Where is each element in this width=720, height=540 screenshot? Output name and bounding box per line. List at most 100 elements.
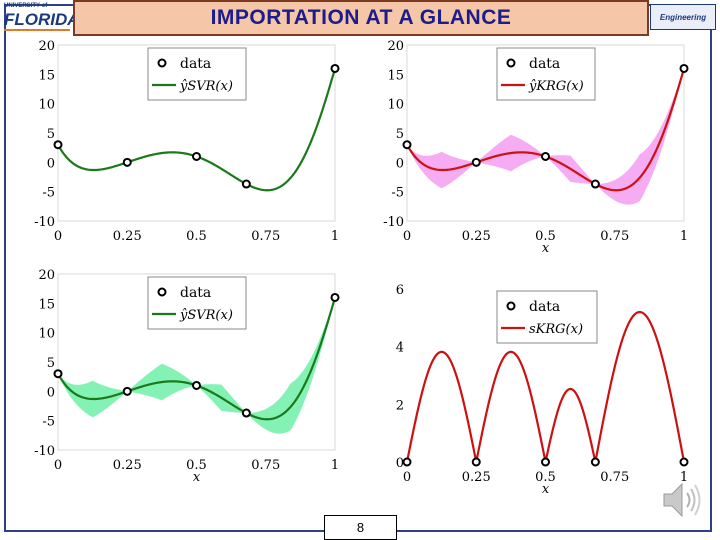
legend (496, 47, 596, 101)
y-tick-label: 20 (38, 39, 55, 54)
engineering-logo-text: Engineering (659, 12, 707, 22)
data-point (590, 179, 600, 189)
legend-marker-data (506, 58, 516, 68)
y-tick-label: -5 (391, 186, 404, 201)
legend-marker-data (157, 287, 167, 297)
y-tick-label: 10 (38, 98, 55, 113)
x-tick-label: 0.75 (600, 470, 629, 485)
data-point (541, 151, 550, 161)
legend-label-model: sKRG(x) (529, 322, 583, 337)
x-tick-label: 0 (54, 229, 62, 244)
y-tick-label: 20 (38, 268, 55, 283)
x-tick-label: 0.5 (535, 470, 556, 485)
data-point (471, 157, 481, 167)
y-tick-label: 5 (47, 127, 55, 142)
logo-big-text: FLORIDA (4, 10, 80, 31)
y-tick-label: -5 (42, 186, 55, 201)
x-axis-label: x (542, 482, 550, 497)
logo-small-text: UNIVERSITY of (4, 3, 48, 9)
x-tick-label: 0.25 (462, 229, 491, 244)
data-point (192, 151, 201, 161)
x-tick-label: 1 (680, 470, 688, 485)
x-tick-label: 0.75 (251, 458, 280, 473)
speaker-icon[interactable] (660, 478, 706, 522)
legend-label-model: ŷKRG(x) (528, 79, 584, 94)
x-tick-label: 1 (680, 229, 688, 244)
axes-box (57, 273, 336, 451)
data-point (330, 292, 340, 302)
y-tick-label: 0 (47, 156, 55, 171)
y-tick-label: 15 (38, 297, 55, 312)
data-point (679, 457, 689, 467)
data-point (330, 63, 340, 73)
x-tick-label: 1 (331, 458, 339, 473)
data-point (122, 386, 132, 396)
data-point (402, 457, 412, 467)
legend-marker-data (506, 301, 516, 311)
chart-tl: 0 0.25 0.5 0.75 1 20 15 10 5 0 -5 -10 data ŷSVR(x) (34, 39, 340, 244)
x-tick-label: 1 (331, 229, 339, 244)
x-tick-label: 0.25 (113, 229, 142, 244)
y-tick-label: 5 (47, 356, 55, 371)
title-bar: IMPORTATION AT A GLANCE (73, 0, 649, 36)
x-tick-label: 0 (54, 458, 62, 473)
y-tick-label: 0 (396, 156, 404, 171)
legend-label-model: ŷSVR(x) (179, 79, 233, 94)
y-tick-label: 20 (387, 39, 404, 54)
x-tick-label: 0.25 (462, 470, 491, 485)
x-tick-label: 0.75 (251, 229, 280, 244)
y-tick-label: -10 (383, 215, 404, 230)
legend-label-data: data (529, 299, 560, 315)
y-tick-label: -5 (42, 415, 55, 430)
x-tick-label: 0.5 (535, 229, 556, 244)
data-point (679, 63, 689, 73)
y-tick-label: 2 (396, 398, 404, 413)
legend-label-data: data (529, 56, 560, 72)
legend (147, 47, 247, 101)
y-tick-label: 4 (396, 341, 404, 356)
data-point (122, 157, 132, 167)
data-point (402, 140, 412, 150)
x-tick-label: 0.25 (113, 458, 142, 473)
y-tick-label: 0 (396, 456, 404, 471)
legend-marker-data (157, 58, 167, 68)
chart-bl: 0 0.25 0.5 0.75 1 20 15 10 5 0 -5 -10 x data ŷSVR(x) (34, 268, 340, 485)
data-point (53, 140, 63, 150)
y-tick-label: 15 (387, 68, 404, 83)
y-tick-label: 5 (396, 127, 404, 142)
x-tick-label: 0 (403, 229, 411, 244)
y-tick-label: 10 (387, 98, 404, 113)
y-tick-label: -10 (34, 444, 55, 459)
x-tick-label: 0.5 (186, 458, 207, 473)
data-point (241, 408, 251, 418)
data-point (53, 369, 63, 379)
x-tick-label: 0.75 (600, 229, 629, 244)
axes-box (406, 44, 685, 222)
y-tick-label: -10 (34, 215, 55, 230)
engineering-logo: Engineering (650, 4, 716, 30)
y-tick-label: 10 (38, 327, 55, 342)
legend-label-model: ŷSVR(x) (179, 308, 233, 323)
y-tick-label: 0 (47, 385, 55, 400)
x-tick-label: 0.5 (186, 229, 207, 244)
legend (496, 290, 598, 344)
data-point (241, 179, 251, 189)
axes-box (57, 44, 336, 222)
slide-title: IMPORTATION AT A GLANCE (210, 6, 512, 29)
x-axis-label: x (542, 241, 550, 256)
page-number: 8 (324, 515, 397, 540)
data-point (590, 457, 600, 467)
x-tick-label: 0 (403, 470, 411, 485)
data-point (192, 380, 201, 390)
chart-tr: 0 0.25 0.5 0.75 1 20 15 10 5 0 -5 -10 x data ŷKRG(x) (383, 39, 689, 256)
data-point (541, 457, 550, 467)
x-axis-label: x (193, 470, 201, 485)
y-tick-label: 6 (396, 283, 404, 298)
university-logo: UNIVERSITY of FLORIDA (4, 3, 80, 33)
legend (147, 276, 247, 330)
data-point (471, 457, 481, 467)
legend-label-data: data (180, 285, 211, 301)
chart-br: 0 0.25 0.5 0.75 1 6 4 2 0 x data sKRG(x) (396, 283, 689, 497)
y-tick-label: 15 (38, 68, 55, 83)
